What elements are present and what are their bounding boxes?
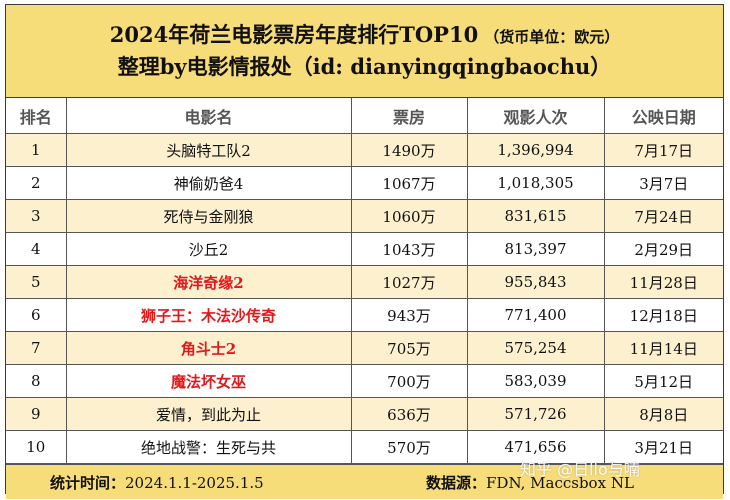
ranking-table: 排名 电影名 票房 观影人次 公映日期 1 头脑特工队2 1490万 1,396,99… bbox=[6, 98, 723, 464]
cell-release-date: 8月8日 bbox=[603, 397, 723, 431]
cell-admissions: 955,843 bbox=[466, 265, 605, 299]
cell-box-office: 700万 bbox=[350, 364, 468, 398]
page-title: 2024年荷兰电影票房年度排行TOP10 （货币单位：欧元） bbox=[110, 20, 619, 52]
source-label: 数据源： bbox=[426, 473, 487, 492]
cell-release-date: 3月7日 bbox=[603, 166, 723, 200]
watermark: 知乎 @日llo与喃 bbox=[520, 460, 640, 479]
footer-bar: 统计时间：2024.1.1-2025.1.5 数据源：FDN, Maccsbox… bbox=[6, 464, 723, 499]
cell-title: 爱情，到此为止 bbox=[65, 397, 352, 431]
cell-box-office: 1027万 bbox=[350, 265, 468, 299]
cell-release-date: 5月12日 bbox=[603, 364, 723, 398]
cell-admissions: 1,018,305 bbox=[466, 166, 605, 200]
header-rank: 排名 bbox=[6, 98, 67, 134]
table-row: 2 神偷奶爸4 1067万 1,018,305 3月7日 bbox=[6, 166, 723, 200]
cell-title: 神偷奶爸4 bbox=[65, 166, 352, 200]
cell-box-office: 943万 bbox=[350, 298, 468, 332]
header-title: 电影名 bbox=[65, 98, 352, 134]
title-main: 2024年荷兰电影票房年度排行TOP10 bbox=[109, 22, 479, 47]
cell-box-office: 1060万 bbox=[350, 199, 468, 233]
table-header-row: 排名 电影名 票房 观影人次 公映日期 bbox=[6, 98, 723, 134]
table-row: 3 死侍与金刚狼 1060万 831,615 7月24日 bbox=[6, 199, 723, 233]
cell-admissions: 1,396,994 bbox=[466, 133, 605, 167]
cell-release-date: 7月24日 bbox=[603, 199, 723, 233]
cell-rank: 1 bbox=[6, 133, 67, 167]
cell-rank: 3 bbox=[6, 199, 67, 233]
header-admissions: 观影人次 bbox=[466, 98, 605, 134]
cell-release-date: 11月14日 bbox=[603, 331, 723, 365]
cell-rank: 4 bbox=[6, 232, 67, 266]
cell-title: 死侍与金刚狼 bbox=[65, 199, 352, 233]
cell-admissions: 471,656 bbox=[466, 430, 605, 464]
stat-value: 2024.1.1-2025.1.5 bbox=[125, 473, 264, 492]
cell-rank: 2 bbox=[6, 166, 67, 200]
cell-release-date: 12月18日 bbox=[603, 298, 723, 332]
cell-admissions: 575,254 bbox=[466, 331, 605, 365]
data-source: 数据源：FDN, Maccsbox NL bbox=[426, 472, 634, 493]
cell-box-office: 1043万 bbox=[350, 232, 468, 266]
currency-unit-note: （货币单位：欧元） bbox=[484, 28, 620, 46]
cell-rank: 6 bbox=[6, 298, 67, 332]
cell-admissions: 771,400 bbox=[466, 298, 605, 332]
cell-admissions: 831,615 bbox=[466, 199, 605, 233]
table-row: 8 魔法坏女巫 700万 583,039 5月12日 bbox=[6, 364, 723, 398]
cell-rank: 7 bbox=[6, 331, 67, 365]
table-body: 1 头脑特工队2 1490万 1,396,994 7月17日 2 神偷奶爸4 1067万 1,0… bbox=[6, 133, 723, 464]
stat-label: 统计时间： bbox=[50, 473, 126, 492]
cell-box-office: 1490万 bbox=[350, 133, 468, 167]
cell-title: 角斗士2 bbox=[65, 331, 352, 365]
cell-box-office: 705万 bbox=[350, 331, 468, 365]
cell-title: 绝地战警：生死与共 bbox=[65, 430, 352, 464]
cell-rank: 8 bbox=[6, 364, 67, 398]
table-row: 9 爱情，到此为止 636万 571,726 8月8日 bbox=[6, 397, 723, 431]
table-row: 7 角斗士2 705万 575,254 11月14日 bbox=[6, 331, 723, 365]
box-office-sheet: 2024年荷兰电影票房年度排行TOP10 （货币单位：欧元） 整理by电影情报处（… bbox=[5, 4, 724, 499]
cell-release-date: 3月21日 bbox=[603, 430, 723, 464]
title-block: 2024年荷兰电影票房年度排行TOP10 （货币单位：欧元） 整理by电影情报处（… bbox=[6, 5, 723, 98]
table-row: 1 头脑特工队2 1490万 1,396,994 7月17日 bbox=[6, 133, 723, 167]
cell-box-office: 570万 bbox=[350, 430, 468, 464]
cell-release-date: 2月29日 bbox=[603, 232, 723, 266]
cell-admissions: 583,039 bbox=[466, 364, 605, 398]
cell-title: 魔法坏女巫 bbox=[65, 364, 352, 398]
cell-rank: 10 bbox=[6, 430, 67, 464]
cell-title: 头脑特工队2 bbox=[65, 133, 352, 167]
table-row: 4 沙丘2 1043万 813,397 2月29日 bbox=[6, 232, 723, 266]
cell-release-date: 11月28日 bbox=[603, 265, 723, 299]
source-value: FDN, Maccsbox NL bbox=[486, 473, 634, 492]
header-release-date: 公映日期 bbox=[603, 98, 723, 134]
cell-rank: 9 bbox=[6, 397, 67, 431]
cell-title: 沙丘2 bbox=[65, 232, 352, 266]
cell-title: 海洋奇缘2 bbox=[65, 265, 352, 299]
stat-period: 统计时间：2024.1.1-2025.1.5 bbox=[50, 472, 264, 493]
page-subtitle: 整理by电影情报处（id: dianyingqingbaochu） bbox=[117, 54, 612, 79]
cell-rank: 5 bbox=[6, 265, 67, 299]
table-row: 5 海洋奇缘2 1027万 955,843 11月28日 bbox=[6, 265, 723, 299]
cell-title: 狮子王：木法沙传奇 bbox=[65, 298, 352, 332]
table-row: 10 绝地战警：生死与共 570万 471,656 3月21日 bbox=[6, 430, 723, 464]
cell-box-office: 1067万 bbox=[350, 166, 468, 200]
header-box-office: 票房 bbox=[350, 98, 468, 134]
cell-admissions: 813,397 bbox=[466, 232, 605, 266]
cell-box-office: 636万 bbox=[350, 397, 468, 431]
table-row: 6 狮子王：木法沙传奇 943万 771,400 12月18日 bbox=[6, 298, 723, 332]
cell-release-date: 7月17日 bbox=[603, 133, 723, 167]
cell-admissions: 571,726 bbox=[466, 397, 605, 431]
